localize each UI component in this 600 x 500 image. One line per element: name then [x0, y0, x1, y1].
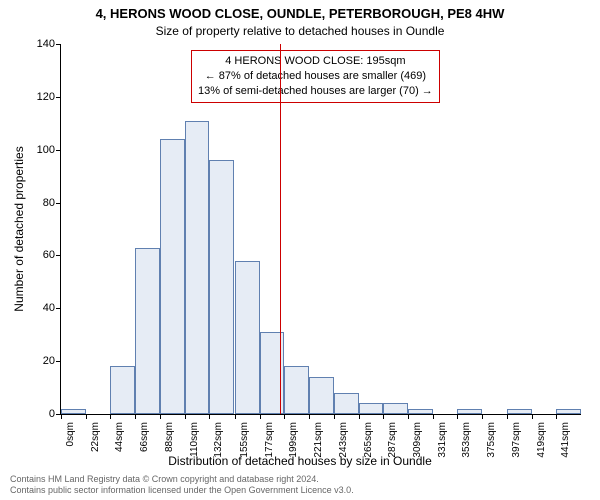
y-tick-label: 40 [25, 302, 55, 314]
x-tick-mark [433, 414, 434, 419]
x-tick-mark [309, 414, 310, 419]
y-tick-mark [56, 44, 61, 45]
y-tick-label: 20 [25, 355, 55, 367]
x-tick-mark [61, 414, 62, 419]
histogram-bar [185, 121, 210, 414]
x-tick-mark [135, 414, 136, 419]
plot-area: 4 HERONS WOOD CLOSE: 195sqm ← 87% of det… [60, 44, 581, 415]
x-tick-mark [532, 414, 533, 419]
y-tick-mark [56, 97, 61, 98]
x-tick-mark [110, 414, 111, 419]
y-tick-mark [56, 361, 61, 362]
x-tick-mark [260, 414, 261, 419]
x-tick-mark [383, 414, 384, 419]
x-tick-mark [235, 414, 236, 419]
histogram-bar [408, 409, 433, 414]
histogram-bar [359, 403, 384, 414]
info-line-3: 13% of semi-detached houses are larger (… [198, 84, 433, 99]
histogram-bar [160, 139, 185, 414]
y-tick-label: 120 [25, 91, 55, 103]
y-tick-mark [56, 255, 61, 256]
y-tick-mark [56, 308, 61, 309]
histogram-bar [135, 248, 160, 415]
chart-subtitle: Size of property relative to detached ho… [0, 24, 600, 38]
histogram-bar [334, 393, 359, 414]
footer-line-2: Contains public sector information licen… [10, 485, 354, 496]
y-tick-label: 140 [25, 38, 55, 50]
y-tick-label: 80 [25, 197, 55, 209]
x-tick-mark [556, 414, 557, 419]
histogram-bar [284, 366, 309, 414]
histogram-bar [110, 366, 135, 414]
histogram-bar [235, 261, 260, 414]
histogram-bar [383, 403, 408, 414]
y-tick-label: 0 [25, 408, 55, 420]
x-tick-mark [457, 414, 458, 419]
x-tick-mark [334, 414, 335, 419]
y-tick-label: 60 [25, 249, 55, 261]
x-tick-mark [86, 414, 87, 419]
y-tick-mark [56, 150, 61, 151]
x-tick-mark [185, 414, 186, 419]
footer-attribution: Contains HM Land Registry data © Crown c… [10, 474, 354, 496]
x-tick-mark [359, 414, 360, 419]
y-tick-label: 100 [25, 144, 55, 156]
marker-line [280, 44, 281, 414]
histogram-bar [309, 377, 334, 414]
x-tick-mark [408, 414, 409, 419]
y-axis-label: Number of detached properties [12, 146, 26, 311]
x-tick-mark [482, 414, 483, 419]
x-tick-mark [209, 414, 210, 419]
footer-line-1: Contains HM Land Registry data © Crown c… [10, 474, 354, 485]
histogram-bar [556, 409, 581, 414]
info-line-2: ← 87% of detached houses are smaller (46… [198, 69, 433, 84]
histogram-bar [209, 160, 234, 414]
histogram-bar [507, 409, 532, 414]
x-tick-mark [507, 414, 508, 419]
histogram-bar [61, 409, 86, 414]
x-axis-label: Distribution of detached houses by size … [0, 454, 600, 468]
chart-title: 4, HERONS WOOD CLOSE, OUNDLE, PETERBOROU… [0, 6, 600, 21]
info-line-1: 4 HERONS WOOD CLOSE: 195sqm [198, 54, 433, 69]
x-tick-mark [284, 414, 285, 419]
chart-container: 4, HERONS WOOD CLOSE, OUNDLE, PETERBOROU… [0, 0, 600, 500]
x-tick-mark [160, 414, 161, 419]
histogram-bar [457, 409, 482, 414]
marker-info-box: 4 HERONS WOOD CLOSE: 195sqm ← 87% of det… [191, 50, 440, 103]
y-tick-mark [56, 203, 61, 204]
